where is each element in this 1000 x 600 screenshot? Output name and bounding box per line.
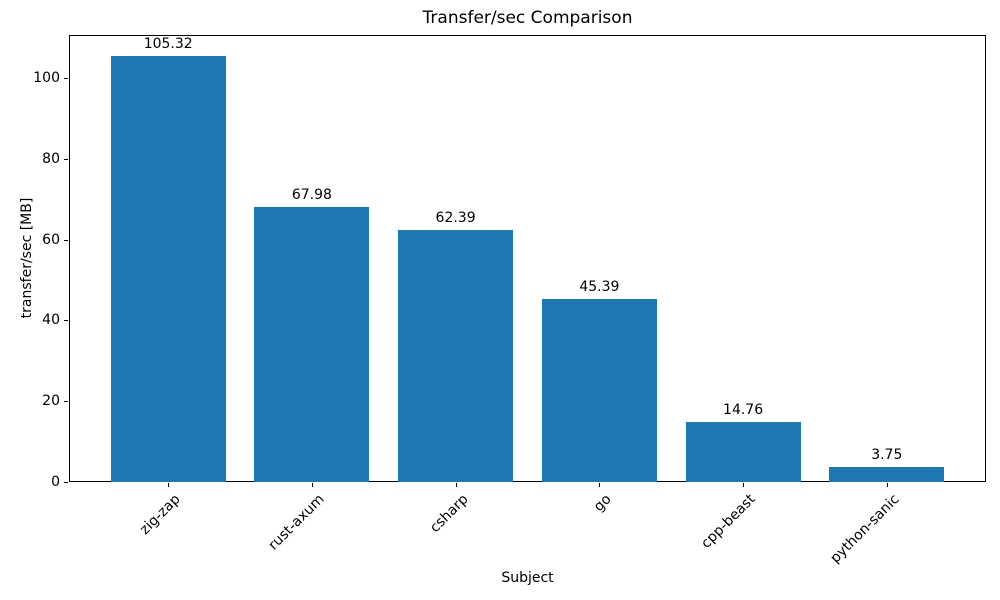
y-tick-label: 60 xyxy=(42,231,60,248)
bar-value-label: 67.98 xyxy=(291,187,332,204)
y-tick xyxy=(64,239,68,241)
bar-value-label: 45.39 xyxy=(579,278,620,295)
y-tick xyxy=(64,482,68,483)
x-tick xyxy=(168,483,170,487)
y-tick xyxy=(64,320,68,322)
bar-rust-axum xyxy=(254,207,370,482)
bar-go xyxy=(541,298,657,482)
x-tick xyxy=(599,483,601,487)
bar-cpp-beast xyxy=(685,422,801,482)
bar-value-label: 105.32 xyxy=(143,36,193,53)
y-tick-label: 80 xyxy=(42,150,60,167)
y-tick xyxy=(64,401,68,403)
chart-title: Transfer/sec Comparison xyxy=(422,8,633,28)
bar-value-label: 62.39 xyxy=(435,209,476,226)
x-tick xyxy=(455,483,457,487)
bar-zig-zap xyxy=(110,56,226,482)
x-tick xyxy=(743,483,745,487)
y-tick-label: 0 xyxy=(51,474,60,490)
bar-python-sanic xyxy=(829,466,945,482)
bar-csharp xyxy=(398,229,514,482)
bar-value-label: 3.75 xyxy=(871,446,903,463)
x-tick xyxy=(311,483,313,487)
y-tick xyxy=(64,158,68,160)
y-tick-label: 100 xyxy=(33,69,60,86)
y-tick-label: 40 xyxy=(42,312,60,329)
x-axis-label: Subject xyxy=(501,570,554,586)
y-tick-label: 20 xyxy=(42,393,60,410)
bar-value-label: 14.76 xyxy=(723,402,764,419)
y-axis-label: transfer/sec [MB] xyxy=(19,197,35,319)
x-tick xyxy=(886,483,888,487)
y-tick xyxy=(64,77,68,79)
